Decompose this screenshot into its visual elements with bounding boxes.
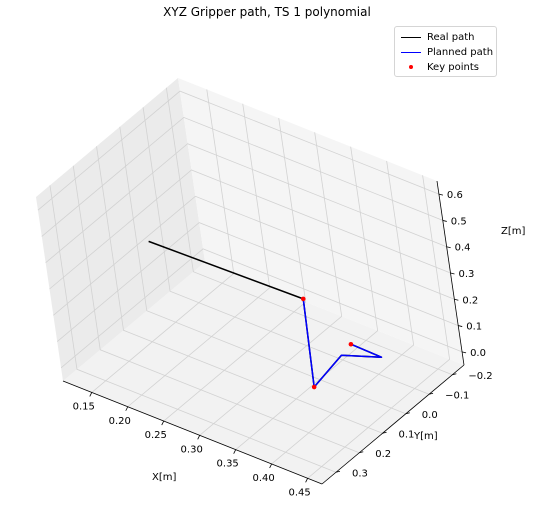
- key-point-marker: [311, 384, 317, 390]
- y-tick-mark: [359, 451, 364, 454]
- series: [148, 240, 383, 390]
- series-line-planned-path: [302, 298, 383, 388]
- axis-panes: [36, 78, 464, 484]
- y-gridline: [49, 185, 337, 473]
- z-tick-label: 0.5: [451, 216, 467, 227]
- y-gridline: [142, 107, 430, 395]
- z-gridline: [37, 90, 440, 211]
- z-tick-label: 0.0: [470, 348, 486, 359]
- y-tick-label: −0.1: [445, 390, 469, 401]
- z-tick-mark: [454, 298, 459, 301]
- legend-label: Key points: [427, 61, 480, 73]
- chart-title: XYZ Gripper path, TS 1 polynomial: [163, 5, 371, 19]
- y-tick-mark: [452, 373, 457, 376]
- x-tick-mark: [269, 463, 272, 469]
- x-tick-label: 0.40: [253, 473, 275, 484]
- x-tick-label: 0.45: [288, 487, 310, 498]
- x-gridline: [163, 117, 307, 422]
- z-gridline: [45, 143, 447, 264]
- z-tick-mark: [438, 193, 444, 196]
- y-tick-label: 0.0: [422, 410, 438, 421]
- legend: Real path Planned path Key points: [394, 26, 497, 77]
- x-tick-label: 0.15: [73, 401, 95, 412]
- x-tick-label: 0.30: [181, 444, 203, 455]
- y-tick-mark: [405, 412, 410, 415]
- legend-item-key-points: Key points: [401, 60, 479, 74]
- z-tick-mark: [461, 351, 467, 354]
- y-gridline: [96, 146, 383, 434]
- z-tick-label: 0.4: [455, 243, 471, 254]
- z-gridline: [60, 248, 463, 369]
- x-tick-label: 0.35: [217, 459, 239, 470]
- z-tick-mark: [446, 246, 451, 249]
- y-tick-mark: [382, 431, 387, 434]
- y-tick-mark: [428, 392, 434, 395]
- x-tick-mark: [233, 449, 237, 454]
- x-tick-mark: [125, 406, 129, 411]
- x-gridline: [307, 175, 451, 479]
- y-tick-label: 0.3: [352, 468, 368, 479]
- legend-item-planned-path: Planned path: [401, 45, 493, 59]
- z-gridline: [56, 222, 459, 342]
- z-tick-mark: [450, 272, 455, 275]
- y-tick-label: 0.1: [399, 429, 415, 440]
- x-tick-label: 0.20: [109, 416, 131, 427]
- y-axis-line: [321, 364, 465, 485]
- z-tick-label: 0.3: [459, 269, 475, 280]
- x-gridline: [235, 146, 379, 450]
- x-axis-label: X[m]: [152, 472, 176, 483]
- legend-label: Planned path: [427, 46, 494, 58]
- x-gridline: [127, 103, 271, 408]
- z-tick-label: 0.1: [466, 322, 482, 333]
- y-gridline: [165, 87, 453, 376]
- x-gridline: [199, 132, 343, 436]
- y-tick-label: 0.2: [375, 449, 391, 460]
- z-tick-label: 0.2: [462, 295, 478, 306]
- z-tick-mark: [442, 220, 447, 222]
- z-tick-mark: [458, 325, 463, 327]
- legend-item-real-path: Real path: [401, 30, 474, 44]
- y-tick-mark: [335, 470, 341, 473]
- key-point-marker: [300, 296, 306, 302]
- legend-label: Real path: [427, 31, 475, 43]
- x-tick-mark: [305, 478, 308, 483]
- y-axis-label: Y[m]: [413, 431, 438, 442]
- z-axis-label: Z[m]: [501, 226, 525, 237]
- x-gridline: [271, 160, 415, 465]
- x-tick-mark: [197, 435, 201, 440]
- ticks: 0.15 0.20 0.25 0.30 0.35 0.40 0.45 −0.2 −0.1 0.0 0…: [73, 190, 493, 498]
- x-tick-label: 0.25: [145, 430, 167, 441]
- z-gridline: [41, 116, 443, 237]
- x-tick-mark: [161, 420, 165, 426]
- x-tick-mark: [89, 392, 93, 397]
- key-point-marker: [348, 341, 354, 347]
- y-tick-label: −0.2: [468, 371, 492, 382]
- y-gridline: [119, 126, 406, 415]
- z-gridline: [53, 195, 455, 316]
- x-axis-line: [62, 380, 323, 485]
- y-gridline: [72, 165, 360, 454]
- z-tick-label: 0.6: [447, 190, 463, 201]
- z-gridline: [49, 169, 451, 290]
